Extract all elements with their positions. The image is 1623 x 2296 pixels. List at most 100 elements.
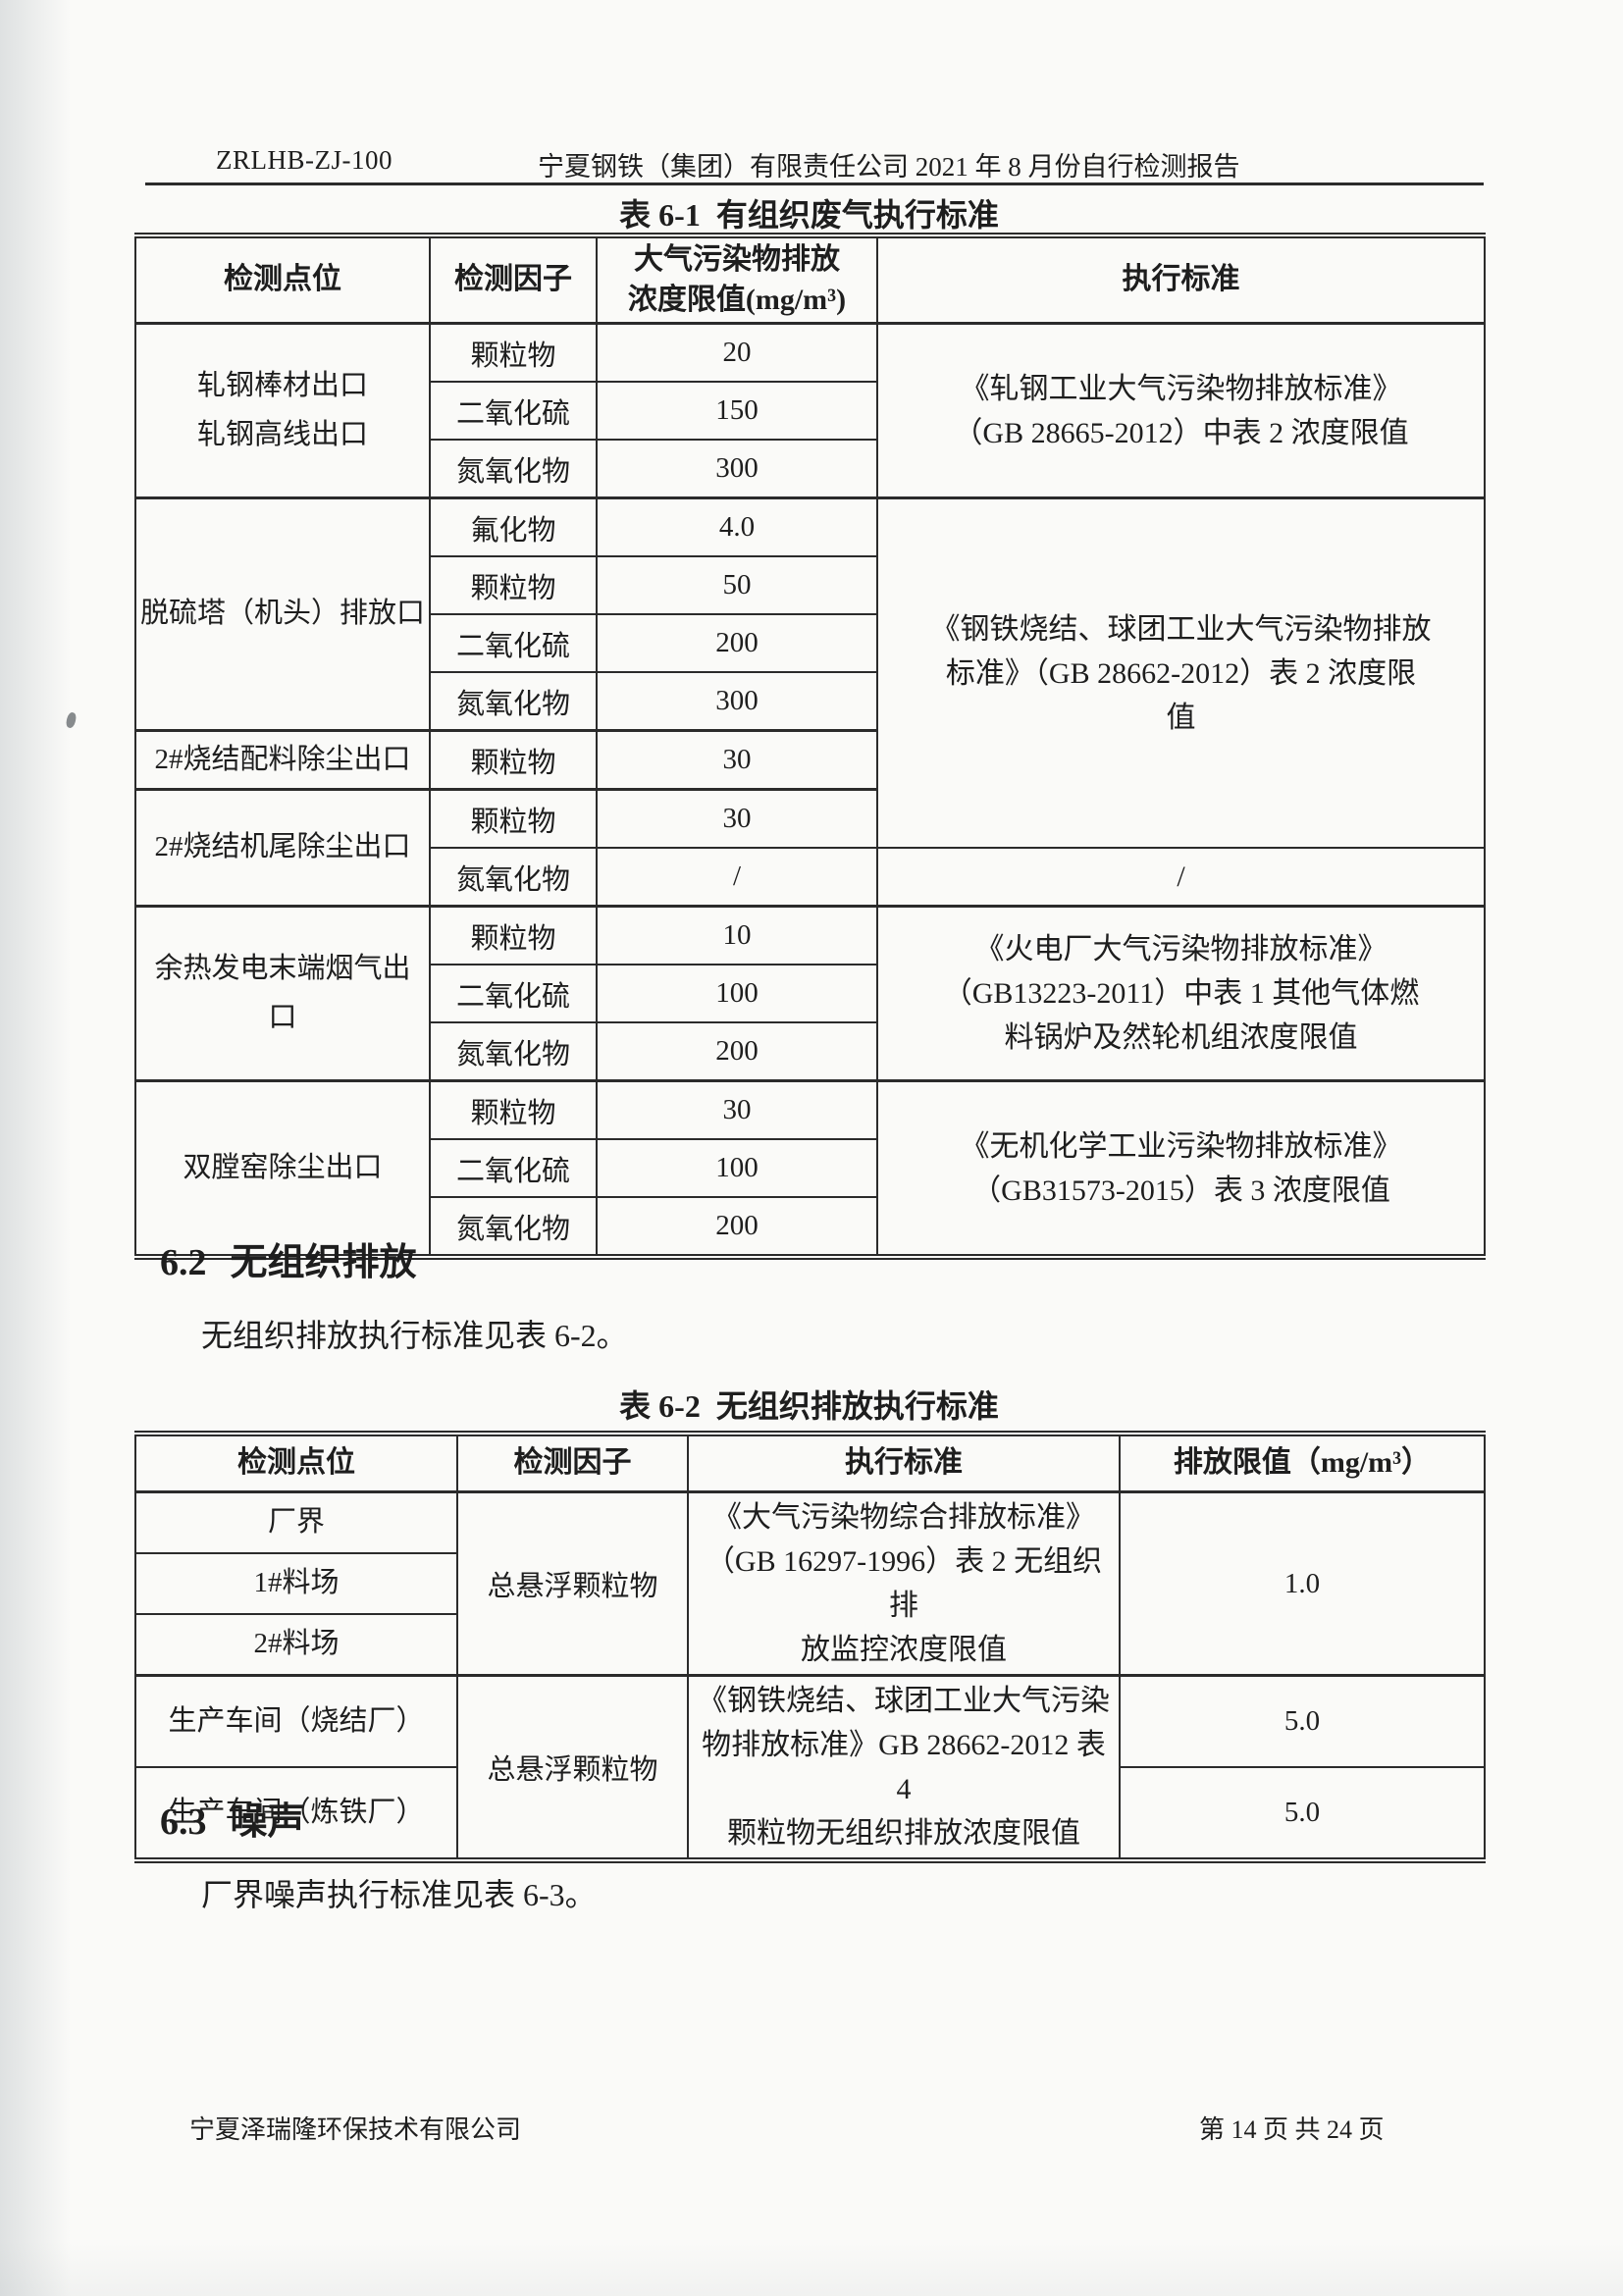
cell-standard: 《无机化学工业污染物排放标准》 （GB31573-2015）表 3 浓度限值 xyxy=(876,1079,1486,1258)
column-header: 执行标准 xyxy=(876,235,1486,325)
cell-standard: 《钢铁烧结、球团工业大气污染 物排放标准》GB 28662-2012 表 4 颗… xyxy=(687,1674,1121,1861)
cell-standard: 《火电厂大气污染物排放标准》 （GB13223-2011）中表 1 其他气体燃 … xyxy=(876,905,1486,1082)
cell-limit-value: 30 xyxy=(596,1079,878,1140)
section-6-2-heading: 6.2 无组织排放 xyxy=(160,1231,417,1285)
table-row: 二氧化硫 100 xyxy=(135,1138,1485,1198)
cell-standard: / xyxy=(876,847,1486,908)
column-header: 排放限值（mg/m³） xyxy=(1119,1433,1486,1493)
table-row: 脱硫塔（机头）排放口 氟化物 4.0 《钢铁烧结、球团工业大气污染物排放 标准》（GB… xyxy=(134,496,1486,849)
column-header: 检测点位 xyxy=(134,235,431,325)
section-6-3-number: 6.3 xyxy=(160,1801,207,1843)
cell-monitoring-point: 脱硫塔（机头）排放口 xyxy=(134,496,431,732)
cell-limit-value: 4.0 xyxy=(596,496,878,557)
table-row: 二氧化硫 150 xyxy=(135,381,1485,441)
column-header: 检测因子 xyxy=(429,235,598,325)
table-row: 氮氧化物 200 xyxy=(135,1196,1485,1258)
section-6-3-heading: 6.3 噪声 xyxy=(160,1791,305,1845)
cell-factor: 二氧化硫 xyxy=(429,613,598,673)
cell-limit-value: 150 xyxy=(596,381,878,441)
cell-monitoring-point: 双膛窑除尘出口 xyxy=(134,1079,431,1258)
cell-monitoring-point: 生产车间（烧结厂） xyxy=(134,1673,458,1768)
cell-limit-value: 20 xyxy=(596,322,878,383)
column-header: 大气污染物排放 浓度限值(mg/m³) xyxy=(596,235,878,325)
cell-monitoring-point: 1#料场 xyxy=(134,1552,458,1615)
cell-factor: 颗粒物 xyxy=(429,729,598,791)
table-row: 余热发电末端烟气出 口颗粒物 10 《火电厂大气污染物排放标准》 （GB13223-… xyxy=(134,905,1486,1082)
cell-limit-value: 30 xyxy=(596,788,878,849)
cell-limit-value: 200 xyxy=(596,613,878,673)
column-header: 检测点位 xyxy=(134,1433,458,1493)
table-row: 双膛窑除尘出口 颗粒物 30 《无机化学工业污染物排放标准》 （GB31573-201… xyxy=(134,1079,1486,1258)
table-row: 轧钢棒材出口 轧钢高线出口 颗粒物 20 《轧钢工业大气污染物排放标准》 （GB 28… xyxy=(134,322,1486,499)
cell-factor: 颗粒物 xyxy=(429,322,598,383)
cell-monitoring-point: 2#烧结配料除尘出口 xyxy=(134,729,431,791)
table-row: 氮氧化物 300 xyxy=(135,671,1485,732)
table-header-row: 检测点位 检测因子 执行标准 排放限值（mg/m³） xyxy=(134,1433,1486,1493)
column-header: 执行标准 xyxy=(687,1433,1121,1493)
cell-limit-value: 5.0 xyxy=(1119,1673,1486,1768)
cell-factor: 氮氧化物 xyxy=(429,439,598,499)
footer-company: 宁夏泽瑞隆环保技术有限公司 xyxy=(189,2115,522,2144)
table-row: 生产车间（炼铁厂） 5.0 xyxy=(134,1765,1486,1862)
cell-monitoring-point: 2#烧结机尾除尘出口 xyxy=(134,788,431,908)
cell-factor: 氮氧化物 xyxy=(429,847,598,908)
cell-monitoring-point: 生产车间（炼铁厂） xyxy=(134,1765,458,1862)
table-row: 颗粒物 50 xyxy=(135,555,1485,615)
cell-limit-value: 30 xyxy=(596,729,878,791)
column-header: 检测因子 xyxy=(456,1433,689,1493)
table-row: 2#烧结机尾除尘出口 颗粒物 30 xyxy=(134,788,1485,908)
cell-limit-value: 200 xyxy=(596,1196,878,1258)
cell-factor: 二氧化硫 xyxy=(429,1138,598,1198)
table-row: 氮氧化物 200 xyxy=(135,1021,1485,1082)
cell-factor: 颗粒物 xyxy=(429,788,598,849)
section-6-2-paragraph: 无组织排放执行标准见表 6-2。 xyxy=(201,1318,628,1353)
cell-limit-value: 1.0 xyxy=(1119,1490,1486,1677)
cell-factor: 总悬浮颗粒物 xyxy=(456,1490,689,1677)
cell-factor: 氮氧化物 xyxy=(429,671,598,732)
cell-factor: 二氧化硫 xyxy=(429,964,598,1023)
cell-limit-value: 5.0 xyxy=(1119,1765,1486,1862)
table-fugitive-emission-standards: 检测点位 检测因子 执行标准 排放限值（mg/m³） 厂界 总悬浮颗粒物 《大气污染物综合排… xyxy=(134,1431,1486,1863)
header-divider xyxy=(145,183,1484,185)
table-row: 生产车间（烧结厂） 总悬浮颗粒物 《钢铁烧结、球团工业大气污染 物排放标准》GB 2… xyxy=(134,1673,1486,1861)
cell-limit-value: 100 xyxy=(596,964,878,1023)
cell-factor: 总悬浮颗粒物 xyxy=(456,1674,689,1861)
cell-factor: 颗粒物 xyxy=(429,905,598,965)
cell-factor: 氮氧化物 xyxy=(429,1196,598,1258)
cell-limit-value: 300 xyxy=(596,439,878,499)
cell-limit-value: 300 xyxy=(596,671,878,732)
table-row: 2#料场 xyxy=(134,1612,1485,1677)
cell-factor: 二氧化硫 xyxy=(429,381,598,441)
section-6-2-number: 6.2 xyxy=(160,1242,207,1283)
cell-monitoring-point: 余热发电末端烟气出 口 xyxy=(134,905,431,1082)
section-6-3-title: 噪声 xyxy=(230,1801,305,1843)
cell-factor: 颗粒物 xyxy=(429,1079,598,1140)
table-row: 二氧化硫 100 xyxy=(135,964,1485,1023)
page-footer: 宁夏泽瑞隆环保技术有限公司 第 14 页 共 24 页 xyxy=(0,2110,1623,2144)
cell-limit-value: 200 xyxy=(596,1021,878,1082)
table2-title: 表 6-2 无组织排放执行标准 xyxy=(619,1388,999,1424)
cell-limit-value: 10 xyxy=(596,905,878,965)
cell-monitoring-point: 2#料场 xyxy=(134,1612,458,1677)
cell-standard: 《钢铁烧结、球团工业大气污染物排放 标准》（GB 28662-2012）表 2 … xyxy=(876,496,1486,849)
cell-monitoring-point: 厂界 xyxy=(134,1490,458,1554)
cell-factor: 氟化物 xyxy=(429,496,598,557)
cell-limit-value: 50 xyxy=(596,555,878,615)
page-header: ZRLHB-ZJ-100 宁夏钢铁（集团）有限责任公司 2021 年 8 月份自… xyxy=(0,145,1623,182)
cell-standard: 《轧钢工业大气污染物排放标准》 （GB 28665-2012）中表 2 浓度限值 xyxy=(876,322,1486,499)
footer-page-number: 第 14 页 共 24 页 xyxy=(1199,2115,1385,2144)
cell-factor: 颗粒物 xyxy=(429,555,598,615)
header-title: 宁夏钢铁（集团）有限责任公司 2021 年 8 月份自行检测报告 xyxy=(538,152,1240,182)
table1-title: 表 6-1 有组织废气执行标准 xyxy=(619,197,999,233)
cell-standard: 《大气污染物综合排放标准》 （GB 16297-1996）表 2 无组织排 放监… xyxy=(687,1490,1121,1677)
section-6-3-paragraph: 厂界噪声执行标准见表 6-3。 xyxy=(201,1877,597,1912)
table-header-row: 检测点位 检测因子 大气污染物排放 浓度限值(mg/m³) 执行标准 xyxy=(134,235,1486,325)
table-row: 氮氧化物 300 xyxy=(135,439,1485,499)
cell-limit-value: / xyxy=(596,847,878,908)
cell-factor: 氮氧化物 xyxy=(429,1021,598,1082)
table-row: 1#料场 xyxy=(134,1552,1485,1615)
cell-monitoring-point: 轧钢棒材出口 轧钢高线出口 xyxy=(134,322,431,499)
table-row: 氮氧化物 / / xyxy=(135,847,1486,908)
table-row: 二氧化硫 200 xyxy=(135,613,1485,673)
